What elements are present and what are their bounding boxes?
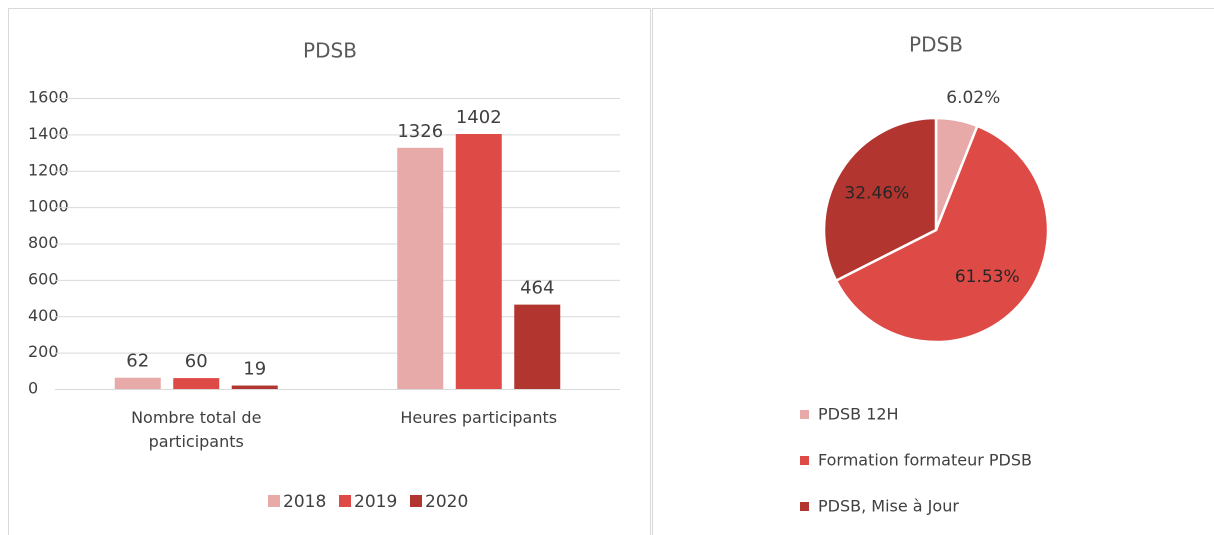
legend-label: PDSB 12H — [818, 405, 899, 424]
bar — [514, 304, 561, 389]
bar — [397, 147, 444, 389]
y-tick-label: 800 — [28, 233, 59, 252]
legend-swatch — [800, 410, 809, 419]
panel — [652, 8, 1214, 535]
legend-label: 2019 — [354, 492, 397, 512]
legend-label: 2020 — [425, 492, 468, 512]
bar — [231, 385, 278, 389]
y-tick-label: 1200 — [28, 160, 69, 179]
x-tick-label: Nombre total de participants — [131, 408, 262, 451]
pie-slice — [822, 116, 938, 283]
pie-slice — [834, 124, 1050, 344]
legend-label: Formation formateur PDSB — [818, 451, 1032, 470]
bar — [455, 134, 502, 389]
legend-label: 2018 — [283, 492, 326, 512]
y-tick-label: 600 — [28, 269, 59, 288]
data-label: 32.46% — [844, 184, 909, 204]
y-tick-label: 0 — [28, 379, 38, 398]
bar — [173, 378, 220, 389]
data-label: 60 — [185, 351, 208, 372]
y-tick-label: 200 — [28, 342, 59, 361]
y-tick-label: 1400 — [28, 124, 69, 143]
y-tick-label: 1600 — [28, 88, 69, 107]
legend-swatch — [800, 502, 809, 511]
data-label: 1402 — [456, 107, 502, 128]
legend-swatch — [800, 456, 809, 465]
bar — [114, 377, 161, 389]
data-label: 6.02% — [946, 88, 1000, 108]
data-label: 1326 — [397, 121, 443, 142]
data-label: 61.53% — [955, 267, 1020, 287]
chart-title: PDSB — [303, 39, 357, 63]
y-tick-label: 400 — [28, 306, 59, 325]
x-tick-label: Heures participants — [400, 408, 558, 427]
data-label: 19 — [243, 359, 266, 380]
legend-swatch — [410, 495, 422, 507]
data-label: 62 — [126, 351, 149, 372]
panel — [8, 8, 651, 535]
legend-swatch — [339, 495, 351, 507]
legend-swatch — [268, 495, 280, 507]
data-label: 464 — [520, 278, 554, 299]
legend-label: PDSB, Mise à Jour — [818, 497, 959, 516]
y-tick-label: 1000 — [28, 197, 69, 216]
chart-title: PDSB — [909, 33, 963, 57]
